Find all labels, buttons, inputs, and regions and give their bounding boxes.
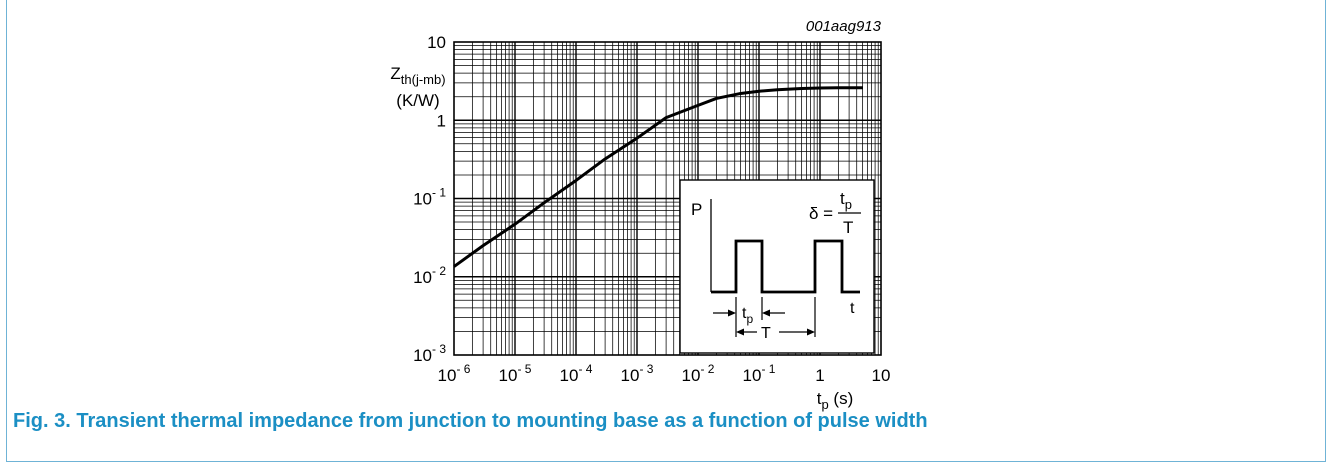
inset-t-label: t: [850, 300, 855, 317]
y-tick-label: 10- 3: [413, 342, 446, 365]
x-tick-label: 10- 6: [438, 362, 471, 385]
x-tick-label-exponent: - 5: [517, 362, 531, 376]
pulse-inset: P t δ = tp T tp T: [679, 179, 875, 354]
inset-tp-label: tp: [742, 305, 753, 326]
x-tick-label: 10- 3: [621, 362, 654, 385]
x-axis-label-unit: (s): [829, 389, 854, 408]
x-tick-label: 10- 4: [560, 362, 593, 385]
x-tick-label: 10- 5: [499, 362, 532, 385]
inset-fraction-numerator: tp: [840, 189, 852, 212]
y-tick-label: 1: [437, 111, 446, 130]
x-axis-label: tp (s): [817, 389, 854, 412]
inset-T-arrowhead-left: [736, 328, 744, 336]
x-tick-label: 10- 1: [743, 362, 776, 385]
x-tick-labels: 10- 6 10- 5 10- 4 10- 3 10- 2 10- 1 1 10: [438, 362, 891, 385]
x-tick-label: 10- 2: [682, 362, 715, 385]
inset-T-arrowhead-right: [807, 328, 815, 336]
figure-frame: [6, 0, 1326, 462]
x-tick-label-exponent: - 1: [761, 362, 775, 376]
x-axis-label-main: t: [817, 389, 822, 408]
y-tick-label-base: 10: [413, 190, 432, 209]
x-tick-label-base: 10: [438, 366, 457, 385]
inset-pulse-train: [711, 239, 860, 294]
x-tick-label-base: 10: [499, 366, 518, 385]
inset-numerator-sub: p: [845, 197, 852, 212]
y-tick-label-base: 1: [437, 111, 446, 130]
x-tick-label-base: 10: [560, 366, 579, 385]
y-tick-label-base: 10: [413, 268, 432, 287]
figure-code: 001aag913: [806, 18, 882, 35]
y-tick-label-base: 10: [413, 346, 432, 365]
inset-tp-sub: p: [746, 312, 753, 326]
y-axis-label: Zth(j-mb) (K/W): [390, 64, 445, 110]
inset-T-label: T: [761, 325, 771, 342]
y-tick-label: 10: [427, 33, 446, 52]
inset-fraction-denominator: T: [843, 218, 853, 237]
inset-tp-arrowhead-left: [728, 309, 736, 317]
x-tick-label-base: 10: [621, 366, 640, 385]
y-tick-label: 10- 1: [413, 186, 446, 209]
figure-caption: Fig. 3. Transient thermal impedance from…: [13, 410, 928, 432]
inset-tp-arrowhead-right: [762, 309, 770, 317]
inset-numerator-main: t: [840, 189, 845, 208]
x-tick-label-exponent: - 4: [578, 362, 592, 376]
x-tick-label-exponent: - 6: [456, 362, 470, 376]
y-tick-label: 10- 2: [413, 264, 446, 287]
y-tick-label-exponent: - 3: [432, 342, 446, 356]
y-axis-label-sub: th(j-mb): [401, 72, 446, 87]
x-tick-label-base: 10: [743, 366, 762, 385]
x-tick-label: 1: [815, 366, 824, 385]
y-tick-label-exponent: - 2: [432, 264, 446, 278]
inset-p-label: P: [691, 200, 702, 219]
y-tick-label-base: 10: [427, 33, 446, 52]
y-axis-unit: (K/W): [396, 91, 439, 110]
x-tick-label: 10: [872, 366, 891, 385]
x-tick-label-exponent: - 2: [700, 362, 714, 376]
x-tick-label-exponent: - 3: [639, 362, 653, 376]
x-tick-label-base: 10: [682, 366, 701, 385]
x-tick-label-base: 1: [815, 366, 824, 385]
x-axis-label-sub: p: [821, 397, 828, 412]
y-tick-label-exponent: - 1: [432, 186, 446, 200]
series-line: [453, 86, 863, 268]
plot-border: [453, 41, 882, 356]
svg-text:Zth(j-mb): Zth(j-mb): [390, 64, 445, 87]
x-tick-label-base: 10: [872, 366, 891, 385]
inset-tp-main: t: [742, 305, 747, 322]
inset-delta-label: δ =: [809, 204, 833, 223]
y-axis-label-main: Z: [390, 64, 400, 83]
